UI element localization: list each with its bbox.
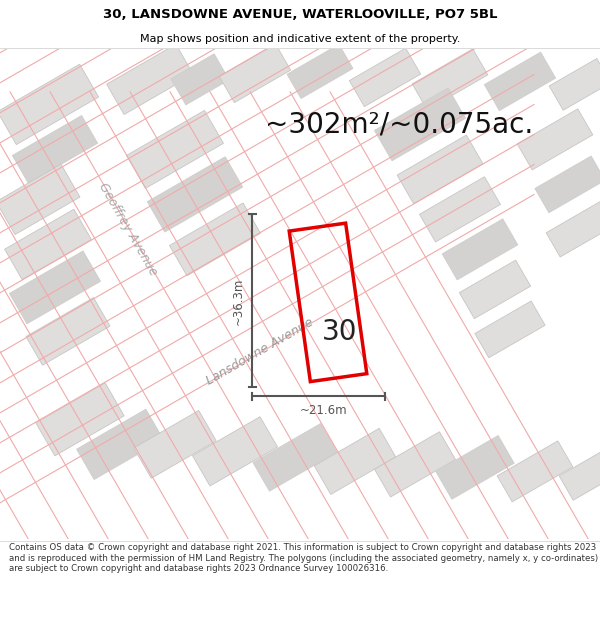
Polygon shape: [0, 127, 600, 412]
Polygon shape: [381, 11, 600, 278]
Polygon shape: [349, 48, 421, 107]
Polygon shape: [5, 209, 91, 279]
Polygon shape: [193, 417, 278, 486]
Polygon shape: [0, 64, 98, 144]
Text: ~36.3m: ~36.3m: [232, 277, 245, 324]
Polygon shape: [287, 44, 353, 99]
Polygon shape: [314, 428, 396, 494]
Polygon shape: [26, 298, 110, 365]
Polygon shape: [535, 156, 600, 212]
Polygon shape: [475, 301, 545, 358]
Polygon shape: [0, 26, 600, 143]
Polygon shape: [397, 135, 483, 204]
Polygon shape: [253, 424, 337, 491]
Text: Map shows position and indicative extent of the property.: Map shows position and indicative extent…: [140, 34, 460, 44]
Text: 30, LANSDOWNE AVENUE, WATERLOOVILLE, PO7 5BL: 30, LANSDOWNE AVENUE, WATERLOOVILLE, PO7…: [103, 8, 497, 21]
Text: ~21.6m: ~21.6m: [299, 404, 347, 417]
Polygon shape: [546, 202, 600, 257]
Polygon shape: [412, 49, 488, 110]
Polygon shape: [77, 409, 163, 479]
Text: Geoffrey Avenue: Geoffrey Avenue: [96, 181, 160, 278]
Text: 30: 30: [322, 318, 358, 346]
Polygon shape: [374, 88, 466, 161]
Polygon shape: [147, 157, 243, 232]
Polygon shape: [442, 219, 518, 280]
Polygon shape: [549, 59, 600, 110]
Polygon shape: [171, 54, 229, 105]
Polygon shape: [484, 52, 556, 111]
Polygon shape: [107, 44, 193, 114]
Polygon shape: [220, 44, 290, 102]
Polygon shape: [460, 260, 530, 319]
Polygon shape: [36, 383, 124, 456]
Polygon shape: [10, 251, 101, 324]
Text: Contains OS data © Crown copyright and database right 2021. This information is : Contains OS data © Crown copyright and d…: [9, 543, 598, 573]
Polygon shape: [559, 449, 600, 500]
Polygon shape: [517, 109, 593, 170]
Polygon shape: [436, 436, 514, 499]
Text: Lansdowne Avenue: Lansdowne Avenue: [204, 316, 316, 388]
Polygon shape: [419, 177, 500, 242]
Polygon shape: [169, 203, 260, 276]
Polygon shape: [134, 411, 216, 478]
Polygon shape: [374, 432, 455, 497]
Polygon shape: [13, 116, 98, 183]
Polygon shape: [0, 164, 80, 234]
Polygon shape: [74, 22, 277, 567]
Text: ~302m²/~0.075ac.: ~302m²/~0.075ac.: [265, 111, 533, 138]
Polygon shape: [127, 111, 223, 188]
Polygon shape: [497, 441, 573, 502]
